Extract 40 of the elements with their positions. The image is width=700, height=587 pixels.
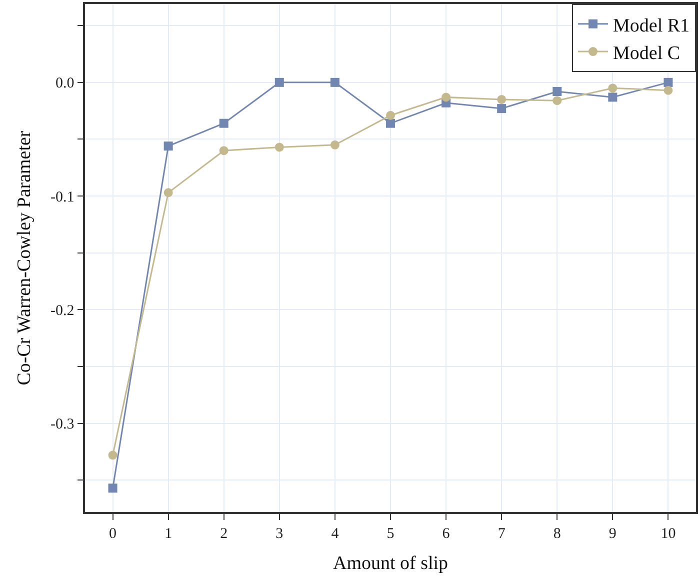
x-tick-label: 1	[164, 526, 172, 542]
point	[108, 450, 118, 460]
point	[608, 92, 618, 102]
x-tick-label: 2	[220, 526, 228, 542]
point	[330, 78, 340, 87]
point	[497, 94, 506, 104]
point	[386, 110, 395, 120]
y-tick-label: -0.2	[50, 302, 74, 319]
x-tick-label: 6	[442, 526, 450, 542]
x-axis-title: Amount of slip	[332, 553, 448, 574]
point	[219, 146, 228, 156]
x-tick-label: 4	[331, 526, 340, 542]
point	[552, 96, 562, 106]
point	[497, 104, 506, 114]
point	[442, 92, 451, 102]
point	[219, 118, 228, 128]
x-tick-label: 8	[553, 526, 561, 542]
x-tick-label: 3	[276, 526, 284, 542]
y-tick-label: -0.3	[50, 416, 74, 433]
x-tick-label: 7	[498, 526, 506, 542]
point	[330, 140, 340, 150]
y-tick-label: 0.0	[56, 76, 74, 92]
legend-label: Model C	[613, 42, 680, 64]
point	[108, 484, 118, 493]
legend-label: Model R1	[613, 15, 690, 36]
point	[164, 188, 173, 198]
x-tick-label: 10	[660, 526, 676, 542]
y-tick-label: -0.1	[50, 189, 74, 206]
x-tick-label: 9	[608, 526, 616, 542]
point	[274, 78, 284, 87]
point	[274, 142, 284, 152]
point	[164, 142, 173, 151]
point	[608, 84, 618, 93]
x-tick-label: 5	[386, 526, 394, 542]
point	[664, 86, 673, 95]
point	[386, 118, 395, 128]
point	[664, 78, 673, 87]
y-axis-title: Co-Cr Warren-Cowley Parameter	[14, 130, 35, 386]
x-tick-label: 0	[109, 526, 117, 542]
point	[552, 87, 562, 96]
